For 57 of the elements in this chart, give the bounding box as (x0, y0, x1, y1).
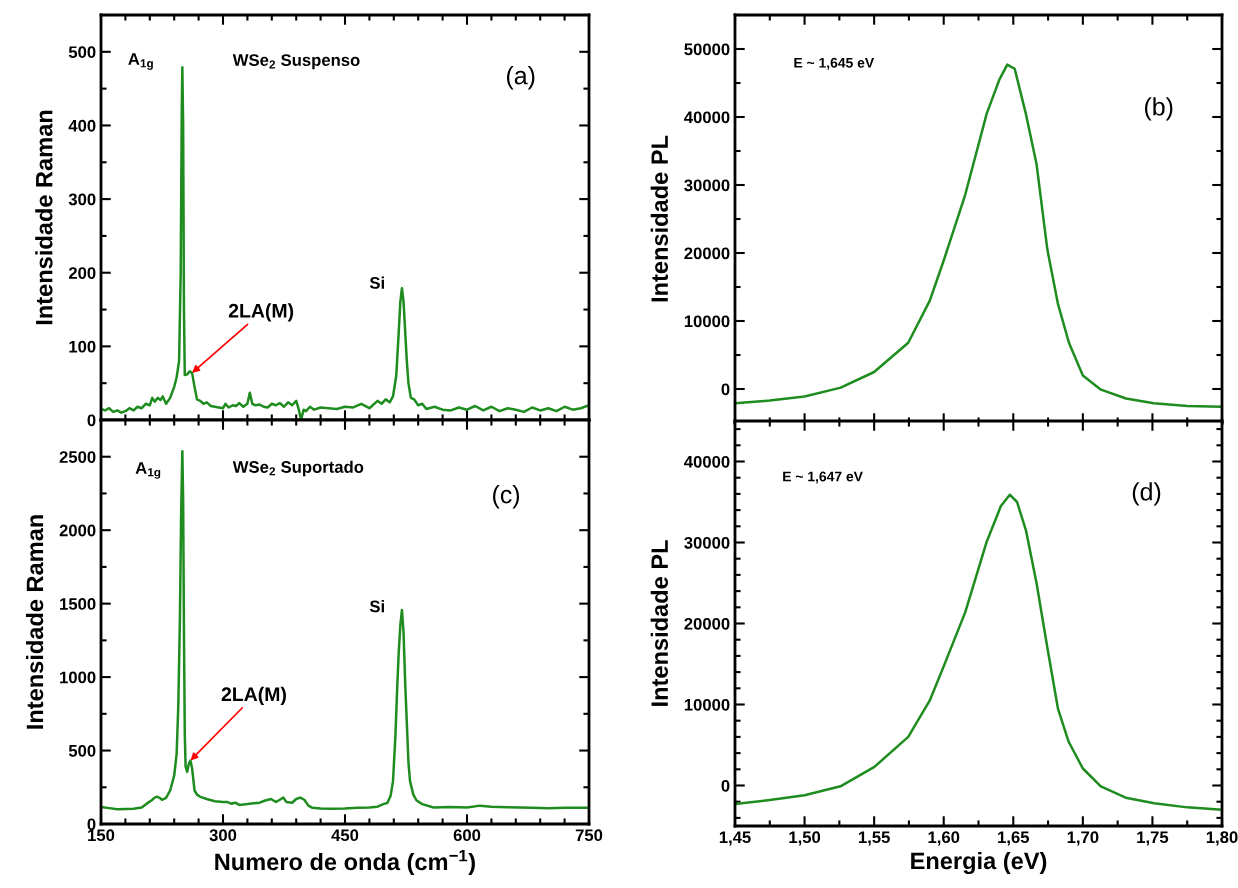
y-tick-label: 10000 (684, 315, 730, 328)
y-axis-title: Intensidade PL (650, 540, 669, 706)
y-tick-label: 1500 (60, 598, 96, 610)
y-tick-label: 400 (68, 119, 96, 132)
y-tick-label: 30000 (684, 179, 730, 192)
annotation: 2LA(M) (228, 303, 294, 322)
annotation: (b) (1144, 97, 1173, 121)
y-axis-title: Intensidade Raman (25, 515, 44, 729)
x-tick-label: 1,65 (998, 831, 1030, 846)
y-tick-label: 10000 (684, 698, 730, 711)
annotation: Si (369, 600, 384, 613)
x-tick-label: 600 (453, 829, 481, 842)
annotation: A$_{1g}$ (128, 53, 153, 70)
y-tick-label: 100 (69, 340, 96, 353)
y-tick-label: 500 (68, 744, 96, 757)
annotation: (d) (1132, 482, 1161, 506)
y-tick-label: 500 (68, 46, 96, 59)
y-tick-label: 20000 (684, 617, 730, 630)
y-axis-title: Intensidade Raman (35, 110, 53, 325)
x-tick-label: 1,45 (719, 831, 751, 846)
y-tick-label: 0 (721, 779, 730, 792)
y-tick-label: 0 (87, 414, 96, 427)
y-tick-label: 1000 (60, 671, 96, 684)
y-tick-label: 200 (68, 267, 96, 279)
y-axis-title: Intensidade PL (650, 135, 669, 302)
x-tick-label: 1,80 (1206, 831, 1238, 846)
line-series (101, 449, 589, 811)
y-tick-label: 0 (721, 383, 730, 396)
x-tick-label: 1,75 (1137, 831, 1169, 846)
annotation: (a) (506, 66, 535, 90)
y-tick-label: 300 (68, 193, 96, 206)
y-tick-label: 50000 (684, 43, 730, 56)
x-tick-label: 300 (209, 829, 237, 842)
annotation: WSe$_{2}$ Suportado (232, 460, 364, 477)
annotation: A$_{1g}$ (135, 462, 161, 479)
x-axis-title: Numero de onda (cm$^{−1}$) (215, 849, 475, 875)
annotation: (c) (493, 485, 520, 509)
annotation: 2LA(M) (221, 686, 286, 705)
y-tick-label: 0 (87, 818, 96, 831)
y-tick-label: 40000 (684, 455, 730, 468)
x-tick-label: 1,60 (928, 831, 960, 846)
x-tick-label: 150 (88, 829, 115, 842)
y-tick-label: 2000 (59, 524, 96, 537)
annotation: E ~ 1,645 eV (794, 57, 875, 70)
x-tick-label: 750 (575, 829, 603, 842)
y-tick-label: 20000 (684, 247, 730, 260)
y-tick-label: 40000 (684, 111, 730, 124)
y-tick-label: 30000 (684, 536, 730, 549)
y-tick-label: 2500 (59, 451, 96, 463)
annotation: Si (369, 276, 384, 289)
annotation: E ~ 1,647 eV (783, 471, 863, 484)
x-tick-label: 1,55 (858, 831, 890, 846)
annotation: WSe$_{2}$ Suspenso (232, 54, 360, 70)
x-tick-label: 1,70 (1067, 831, 1099, 846)
x-tick-label: 1,50 (789, 831, 821, 846)
x-tick-label: 450 (331, 829, 359, 842)
x-axis-title: Energia (eV) (911, 851, 1047, 875)
